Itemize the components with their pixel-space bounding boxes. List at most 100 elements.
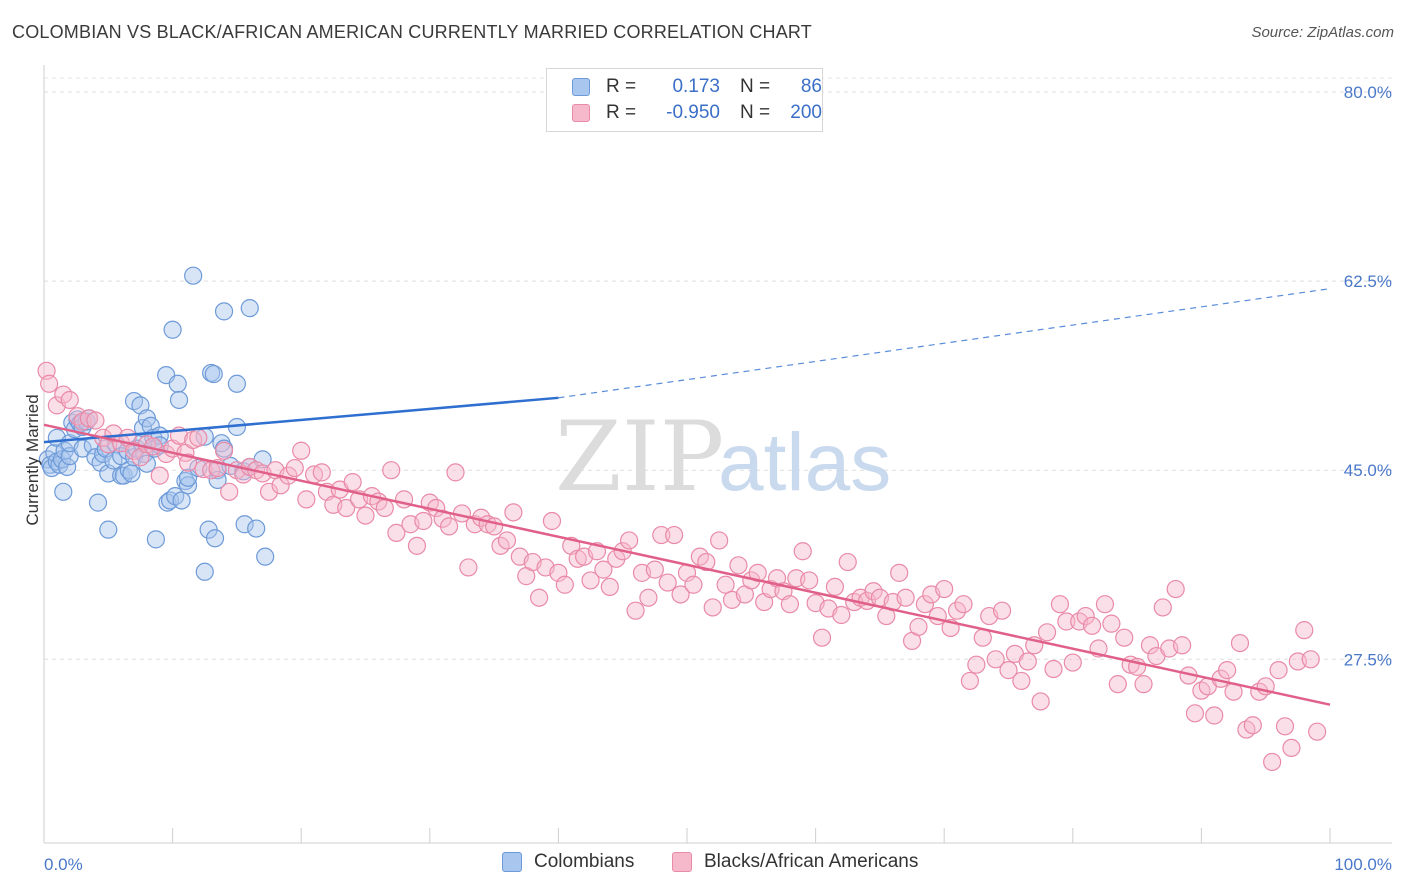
- blacks-point: [343, 472, 362, 492]
- x-tick-labels: 0.0% 100.0%: [44, 855, 1392, 874]
- blacks-point: [986, 650, 1005, 669]
- blacks-point: [375, 498, 394, 518]
- colombians-trend-extension: [558, 288, 1331, 399]
- blacks-point: [387, 523, 406, 542]
- colombians-point: [256, 547, 275, 566]
- blacks-point: [710, 531, 729, 550]
- blacks-point: [800, 571, 819, 590]
- blacks-point: [1263, 752, 1282, 772]
- blacks-point: [1018, 652, 1037, 671]
- blacks-point: [639, 588, 658, 607]
- blacks-point: [1082, 616, 1102, 635]
- blacks-point: [542, 511, 562, 531]
- blacks-point: [1295, 621, 1314, 640]
- series-legend: Colombians Blacks/African Americans: [0, 851, 1406, 877]
- blacks-point: [1031, 692, 1050, 711]
- blacks-point: [285, 458, 304, 478]
- blacks-point: [665, 525, 684, 545]
- colombians-point: [54, 482, 73, 501]
- blacks-point: [356, 506, 375, 525]
- legend-swatch-colombians: [572, 78, 590, 96]
- watermark: ZIP atlas: [555, 401, 891, 513]
- colombians-trend-line: [43, 396, 559, 444]
- blacks-point: [793, 542, 812, 561]
- blacks-point: [896, 588, 915, 607]
- blacks-point: [1173, 636, 1192, 655]
- blacks-point: [600, 577, 619, 597]
- colombians-point: [204, 364, 223, 384]
- legend-r-label: R =: [606, 76, 637, 97]
- blacks-point: [1218, 661, 1237, 680]
- legend-r-label: R =: [606, 102, 637, 123]
- blacks-point: [620, 531, 639, 550]
- blacks-point: [954, 595, 973, 614]
- blacks-point: [729, 556, 748, 575]
- blacks-point: [1275, 717, 1295, 736]
- series-name-blacks: Blacks/African Americans: [704, 851, 919, 872]
- colombians-point: [195, 562, 214, 581]
- blacks-point: [832, 605, 851, 625]
- colombians-point: [73, 439, 92, 458]
- blacks-point: [626, 601, 645, 620]
- blacks-point: [459, 558, 478, 577]
- blacks-trend-line: [43, 423, 1331, 706]
- blacks-point: [947, 601, 967, 620]
- blacks-point: [992, 601, 1012, 620]
- blacks-point: [530, 588, 549, 607]
- colombians-point: [247, 519, 266, 538]
- blacks-point: [1243, 716, 1262, 735]
- source-credit: Source: ZipAtlas.com: [1251, 24, 1394, 41]
- blacks-point: [935, 579, 954, 599]
- blacks-point: [220, 482, 239, 501]
- chart-title: COLOMBIAN VS BLACK/AFRICAN AMERICAN CURR…: [12, 22, 812, 42]
- trend-lines: [43, 288, 1331, 706]
- blacks-point: [1108, 675, 1127, 694]
- blacks-point: [214, 441, 234, 460]
- blacks-point: [697, 552, 716, 572]
- colombians-point: [169, 390, 189, 410]
- colombians-point: [227, 374, 246, 393]
- blacks-point: [1050, 595, 1070, 614]
- blacks-point: [671, 585, 690, 604]
- colombians-points: [38, 266, 275, 581]
- blacks-point: [337, 498, 356, 518]
- blacks-point: [1301, 650, 1320, 669]
- y-tick-label: 27.5%: [1344, 650, 1392, 669]
- blacks-point: [999, 661, 1018, 680]
- series-swatch-blacks: [672, 852, 692, 872]
- blacks-point: [594, 560, 613, 579]
- blacks-point: [915, 595, 935, 614]
- x-tick-label-min: 0.0%: [44, 855, 83, 874]
- legend-n-label: N =: [740, 76, 771, 97]
- y-axis-label: Currently Married: [23, 394, 42, 525]
- blacks-point: [652, 525, 671, 545]
- colombians-point: [146, 530, 165, 549]
- blacks-point: [1063, 653, 1082, 672]
- blacks-point: [780, 595, 799, 614]
- blacks-point: [1205, 706, 1224, 725]
- blacks-point: [1044, 659, 1063, 679]
- legend: R = 0.173 N = 86 R = -0.950 N = 200: [546, 68, 823, 132]
- blacks-point: [1076, 606, 1095, 626]
- blacks-point: [825, 577, 844, 597]
- y-tick-label: 45.0%: [1344, 461, 1392, 480]
- blacks-point: [414, 511, 433, 531]
- y-tick-label: 62.5%: [1344, 272, 1392, 291]
- blacks-point: [439, 517, 459, 536]
- blacks-point: [716, 575, 735, 594]
- legend-r-value: -0.950: [666, 102, 720, 123]
- blacks-point: [645, 560, 664, 579]
- blacks-point: [1037, 623, 1057, 642]
- legend-row-colombians: R = 0.173 N = 86: [572, 75, 822, 99]
- blacks-point: [1166, 579, 1185, 599]
- colombians-point: [172, 491, 191, 510]
- blacks-point: [60, 390, 79, 410]
- colombians-point: [88, 493, 108, 512]
- blacks-point: [909, 617, 928, 636]
- blacks-point: [407, 536, 427, 555]
- blacks-point: [297, 490, 316, 509]
- blacks-point: [1057, 612, 1076, 631]
- blacks-point: [1230, 633, 1250, 653]
- blacks-point: [40, 374, 59, 393]
